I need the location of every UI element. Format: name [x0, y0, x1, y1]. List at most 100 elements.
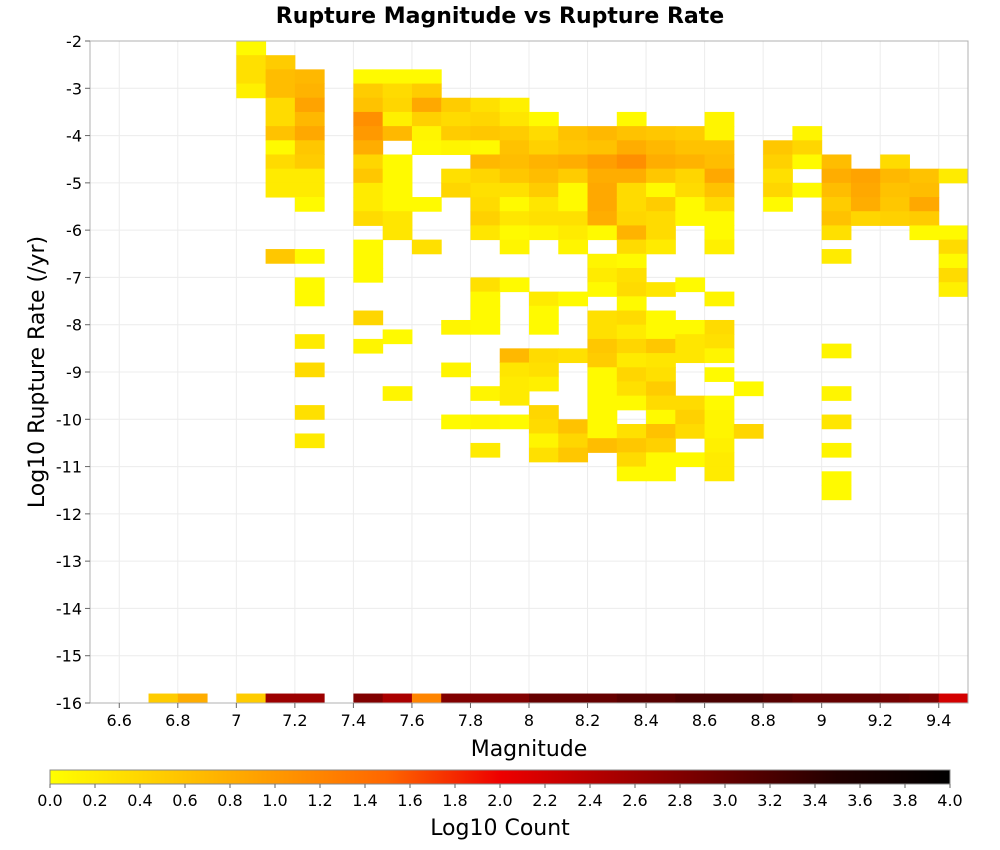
- heatmap-cell: [616, 438, 647, 453]
- heatmap-cell: [558, 182, 589, 198]
- heatmap-cell: [587, 253, 618, 269]
- x-tick-label: 7: [231, 711, 241, 730]
- heatmap-cell: [294, 154, 325, 170]
- heatmap-cell: [792, 126, 823, 141]
- heatmap-cell: [529, 319, 559, 335]
- heatmap-cell: [704, 225, 735, 241]
- heatmap-cell: [850, 168, 881, 184]
- heatmap-cell: [353, 253, 384, 269]
- heatmap-cell: [470, 168, 501, 184]
- x-tick-label: 7.8: [458, 711, 483, 730]
- heatmap-cell: [236, 41, 267, 56]
- heatmap-cell: [558, 419, 589, 434]
- heatmap-cell: [646, 282, 676, 297]
- heatmap-cell: [763, 182, 793, 198]
- heatmap-cell: [646, 338, 676, 354]
- heatmap-cell: [529, 376, 559, 392]
- heatmap-cell: [411, 97, 442, 113]
- heatmap-cell: [938, 253, 969, 269]
- heatmap-cell: [411, 693, 442, 704]
- heatmap-cell: [792, 154, 823, 170]
- heatmap-cell: [704, 348, 735, 364]
- heatmap-cell: [646, 395, 676, 411]
- heatmap-cell: [294, 140, 325, 155]
- heatmap-cell: [821, 225, 852, 241]
- heatmap-cell: [733, 381, 764, 397]
- heatmap-cell: [382, 126, 413, 141]
- heatmap-cell: [587, 338, 618, 354]
- colorbar: [49, 769, 951, 785]
- heatmap-cell: [616, 168, 647, 184]
- heatmap-cell: [499, 348, 530, 364]
- heatmap-cell: [265, 168, 296, 184]
- heatmap-cell: [763, 140, 793, 155]
- y-tick-label: -11: [56, 458, 82, 477]
- heatmap-cell: [587, 324, 618, 340]
- heatmap-cell: [353, 126, 384, 141]
- heatmap-cell: [587, 211, 618, 226]
- heatmap-cell: [294, 197, 325, 212]
- heatmap-cell: [850, 693, 881, 704]
- heatmap-cell: [675, 197, 706, 212]
- heatmap-cell: [294, 291, 325, 307]
- colorbar-tick-label: 2.8: [667, 791, 692, 810]
- heatmap-cell: [675, 452, 706, 468]
- heatmap-cell: [616, 452, 647, 468]
- heatmap-cell: [704, 693, 735, 704]
- heatmap-cell: [792, 182, 823, 198]
- heatmap-cell: [646, 140, 676, 155]
- heatmap-cell: [236, 69, 267, 85]
- heatmap-cell: [558, 225, 589, 241]
- heatmap-cell: [470, 211, 501, 226]
- heatmap-cell: [587, 409, 618, 425]
- heatmap-cell: [646, 466, 676, 482]
- heatmap-cell: [265, 154, 296, 170]
- heatmap-cell: [441, 693, 471, 704]
- heatmap-cell: [704, 424, 735, 439]
- heatmap-cell: [265, 83, 296, 99]
- heatmap-cell: [646, 197, 676, 212]
- heatmap-cell: [675, 348, 706, 364]
- heatmap-cell: [646, 381, 676, 397]
- heatmap-cell: [616, 693, 647, 704]
- heatmap-cell: [704, 319, 735, 335]
- x-tick-label: 6.8: [165, 711, 190, 730]
- heatmap-cell: [763, 154, 793, 170]
- colorbar-tick-label: 3.2: [757, 791, 782, 810]
- heatmap-cell: [675, 424, 706, 439]
- heatmap-cell: [616, 126, 647, 141]
- heatmap-cell: [763, 168, 793, 184]
- y-tick-label: -6: [66, 221, 82, 240]
- heatmap-cell: [441, 97, 471, 113]
- heatmap-cell: [675, 277, 706, 293]
- heatmap-cell: [529, 433, 559, 449]
- heatmap-cell: [880, 168, 910, 184]
- y-tick-label: -5: [66, 174, 82, 193]
- x-axis-ticks: 6.6 6.8 7 7.2 7.4 7.6 7.8 8 8.2 8.4 8.6 8.8 9 9.2 9.4: [107, 703, 951, 730]
- heatmap-cell: [704, 140, 735, 155]
- heatmap-cell: [909, 225, 940, 241]
- x-tick-label: 9.4: [926, 711, 951, 730]
- heatmap-cell: [294, 126, 325, 141]
- heatmap-cell: [499, 168, 530, 184]
- heatmap-cell: [616, 466, 647, 482]
- colorbar-tick-label: 0.6: [172, 791, 197, 810]
- heatmap-cell: [646, 310, 676, 326]
- heatmap-cell: [499, 239, 530, 255]
- heatmap-cell: [821, 182, 852, 198]
- x-tick-label: 8.8: [750, 711, 775, 730]
- heatmap-cell: [265, 249, 296, 264]
- heatmap-cell: [558, 126, 589, 141]
- heatmap-cell: [529, 405, 559, 420]
- heatmap-cell: [294, 83, 325, 99]
- colorbar-label: Log10 Count: [430, 816, 570, 841]
- heatmap-cell: [616, 182, 647, 198]
- heatmap-cell: [587, 140, 618, 155]
- heatmap-cell: [646, 225, 676, 241]
- heatmap-cell: [353, 168, 384, 184]
- heatmap-cell: [675, 693, 706, 704]
- heatmap-cell: [470, 182, 501, 198]
- heatmap-cell: [587, 282, 618, 297]
- colorbar-ticks: 0.0 0.2 0.4 0.6 0.8 1.0 1.2 1.4 1.6 1.8 2.0 2.2 2.4 2…: [37, 784, 963, 810]
- heatmap-cell: [616, 324, 647, 340]
